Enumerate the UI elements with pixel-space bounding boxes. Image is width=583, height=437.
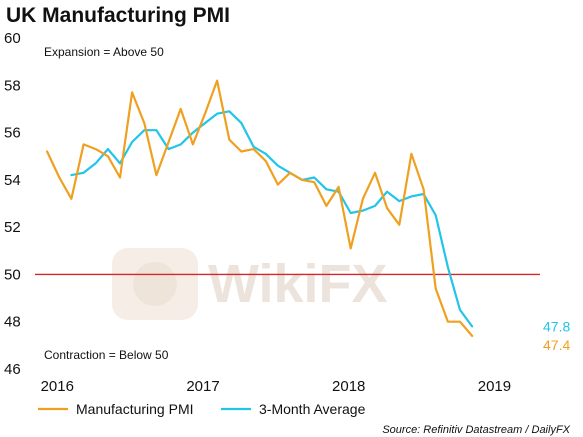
expansion-annotation: Expansion = Above 50: [44, 45, 164, 59]
x-tick-label: 2016: [41, 378, 74, 395]
x-axis-ticks: 2016 2017 2018 2019: [41, 378, 512, 395]
watermark-text: WikiFX: [208, 254, 388, 314]
y-tick-label: 58: [4, 77, 21, 94]
x-tick-label: 2018: [332, 378, 365, 395]
y-tick-label: 46: [4, 361, 21, 378]
watermark-logo-circle: [133, 262, 177, 306]
y-tick-label: 48: [4, 314, 21, 331]
legend-label-3-month-average: 3-Month Average: [259, 401, 366, 417]
series-layer: 47.4 47.8: [45, 79, 570, 353]
series-line-3-month-average: [70, 110, 474, 328]
legend: Manufacturing PMI 3-Month Average: [38, 401, 366, 417]
end-label-3-month-average: 47.8: [543, 318, 570, 334]
y-tick-label: 52: [4, 219, 21, 236]
y-tick-label: 56: [4, 125, 21, 142]
y-tick-label: 54: [4, 172, 21, 189]
y-tick-label: 60: [4, 30, 21, 47]
y-tick-label: 50: [4, 266, 21, 283]
x-tick-label: 2017: [186, 378, 219, 395]
contraction-annotation: Contraction = Below 50: [44, 348, 169, 362]
y-axis-ticks: 46 48 50 52 54 56 58 60: [4, 30, 21, 378]
legend-label-manufacturing-pmi: Manufacturing PMI: [76, 401, 194, 417]
source-note: Source: Refinitiv Datastream / DailyFX: [382, 424, 570, 436]
series-line-manufacturing-pmi: [45, 79, 474, 337]
x-tick-label: 2019: [478, 378, 511, 395]
end-label-manufacturing-pmi: 47.4: [543, 337, 570, 353]
wikifx-watermark: WikiFX: [112, 248, 388, 320]
chart-title: UK Manufacturing PMI: [6, 4, 230, 27]
